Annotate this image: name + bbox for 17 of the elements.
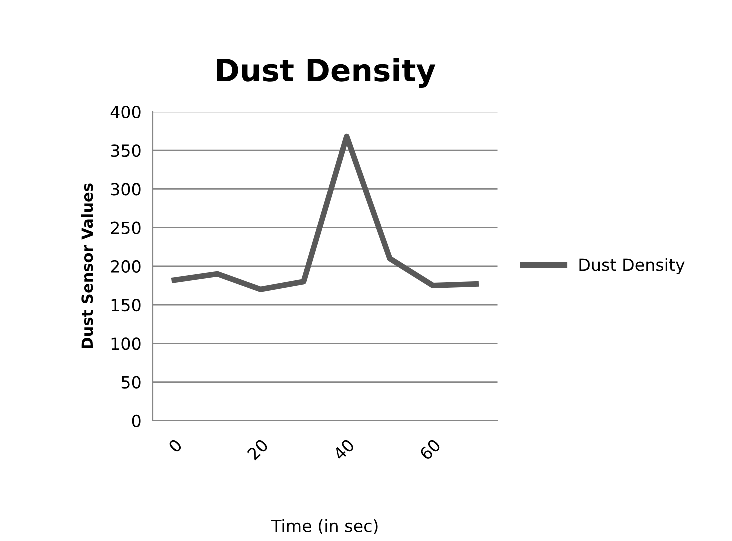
x-axis-title: Time (in sec) bbox=[271, 520, 378, 534]
x-tick-label: 60 bbox=[419, 438, 442, 461]
y-tick-label: 250 bbox=[111, 222, 141, 234]
y-tick-label: 0 bbox=[132, 414, 141, 428]
y-tick-label: 150 bbox=[112, 299, 141, 312]
y-tick-label: 350 bbox=[111, 144, 141, 158]
x-tick-label: 40 bbox=[332, 438, 356, 462]
y-axis-title: Dust Sensor Values bbox=[81, 184, 94, 348]
y-tick-label: 300 bbox=[111, 183, 141, 196]
x-tick-label: 0 bbox=[168, 438, 183, 454]
legend-label: Dust Density bbox=[580, 258, 685, 275]
y-tick-label: 400 bbox=[110, 106, 141, 119]
x-tick-label: 20 bbox=[246, 438, 270, 461]
chart-title: Dust Density bbox=[217, 58, 436, 88]
y-tick-label: 50 bbox=[122, 376, 141, 389]
y-tick-label: 200 bbox=[111, 260, 141, 274]
y-tick-label: 100 bbox=[112, 338, 141, 350]
